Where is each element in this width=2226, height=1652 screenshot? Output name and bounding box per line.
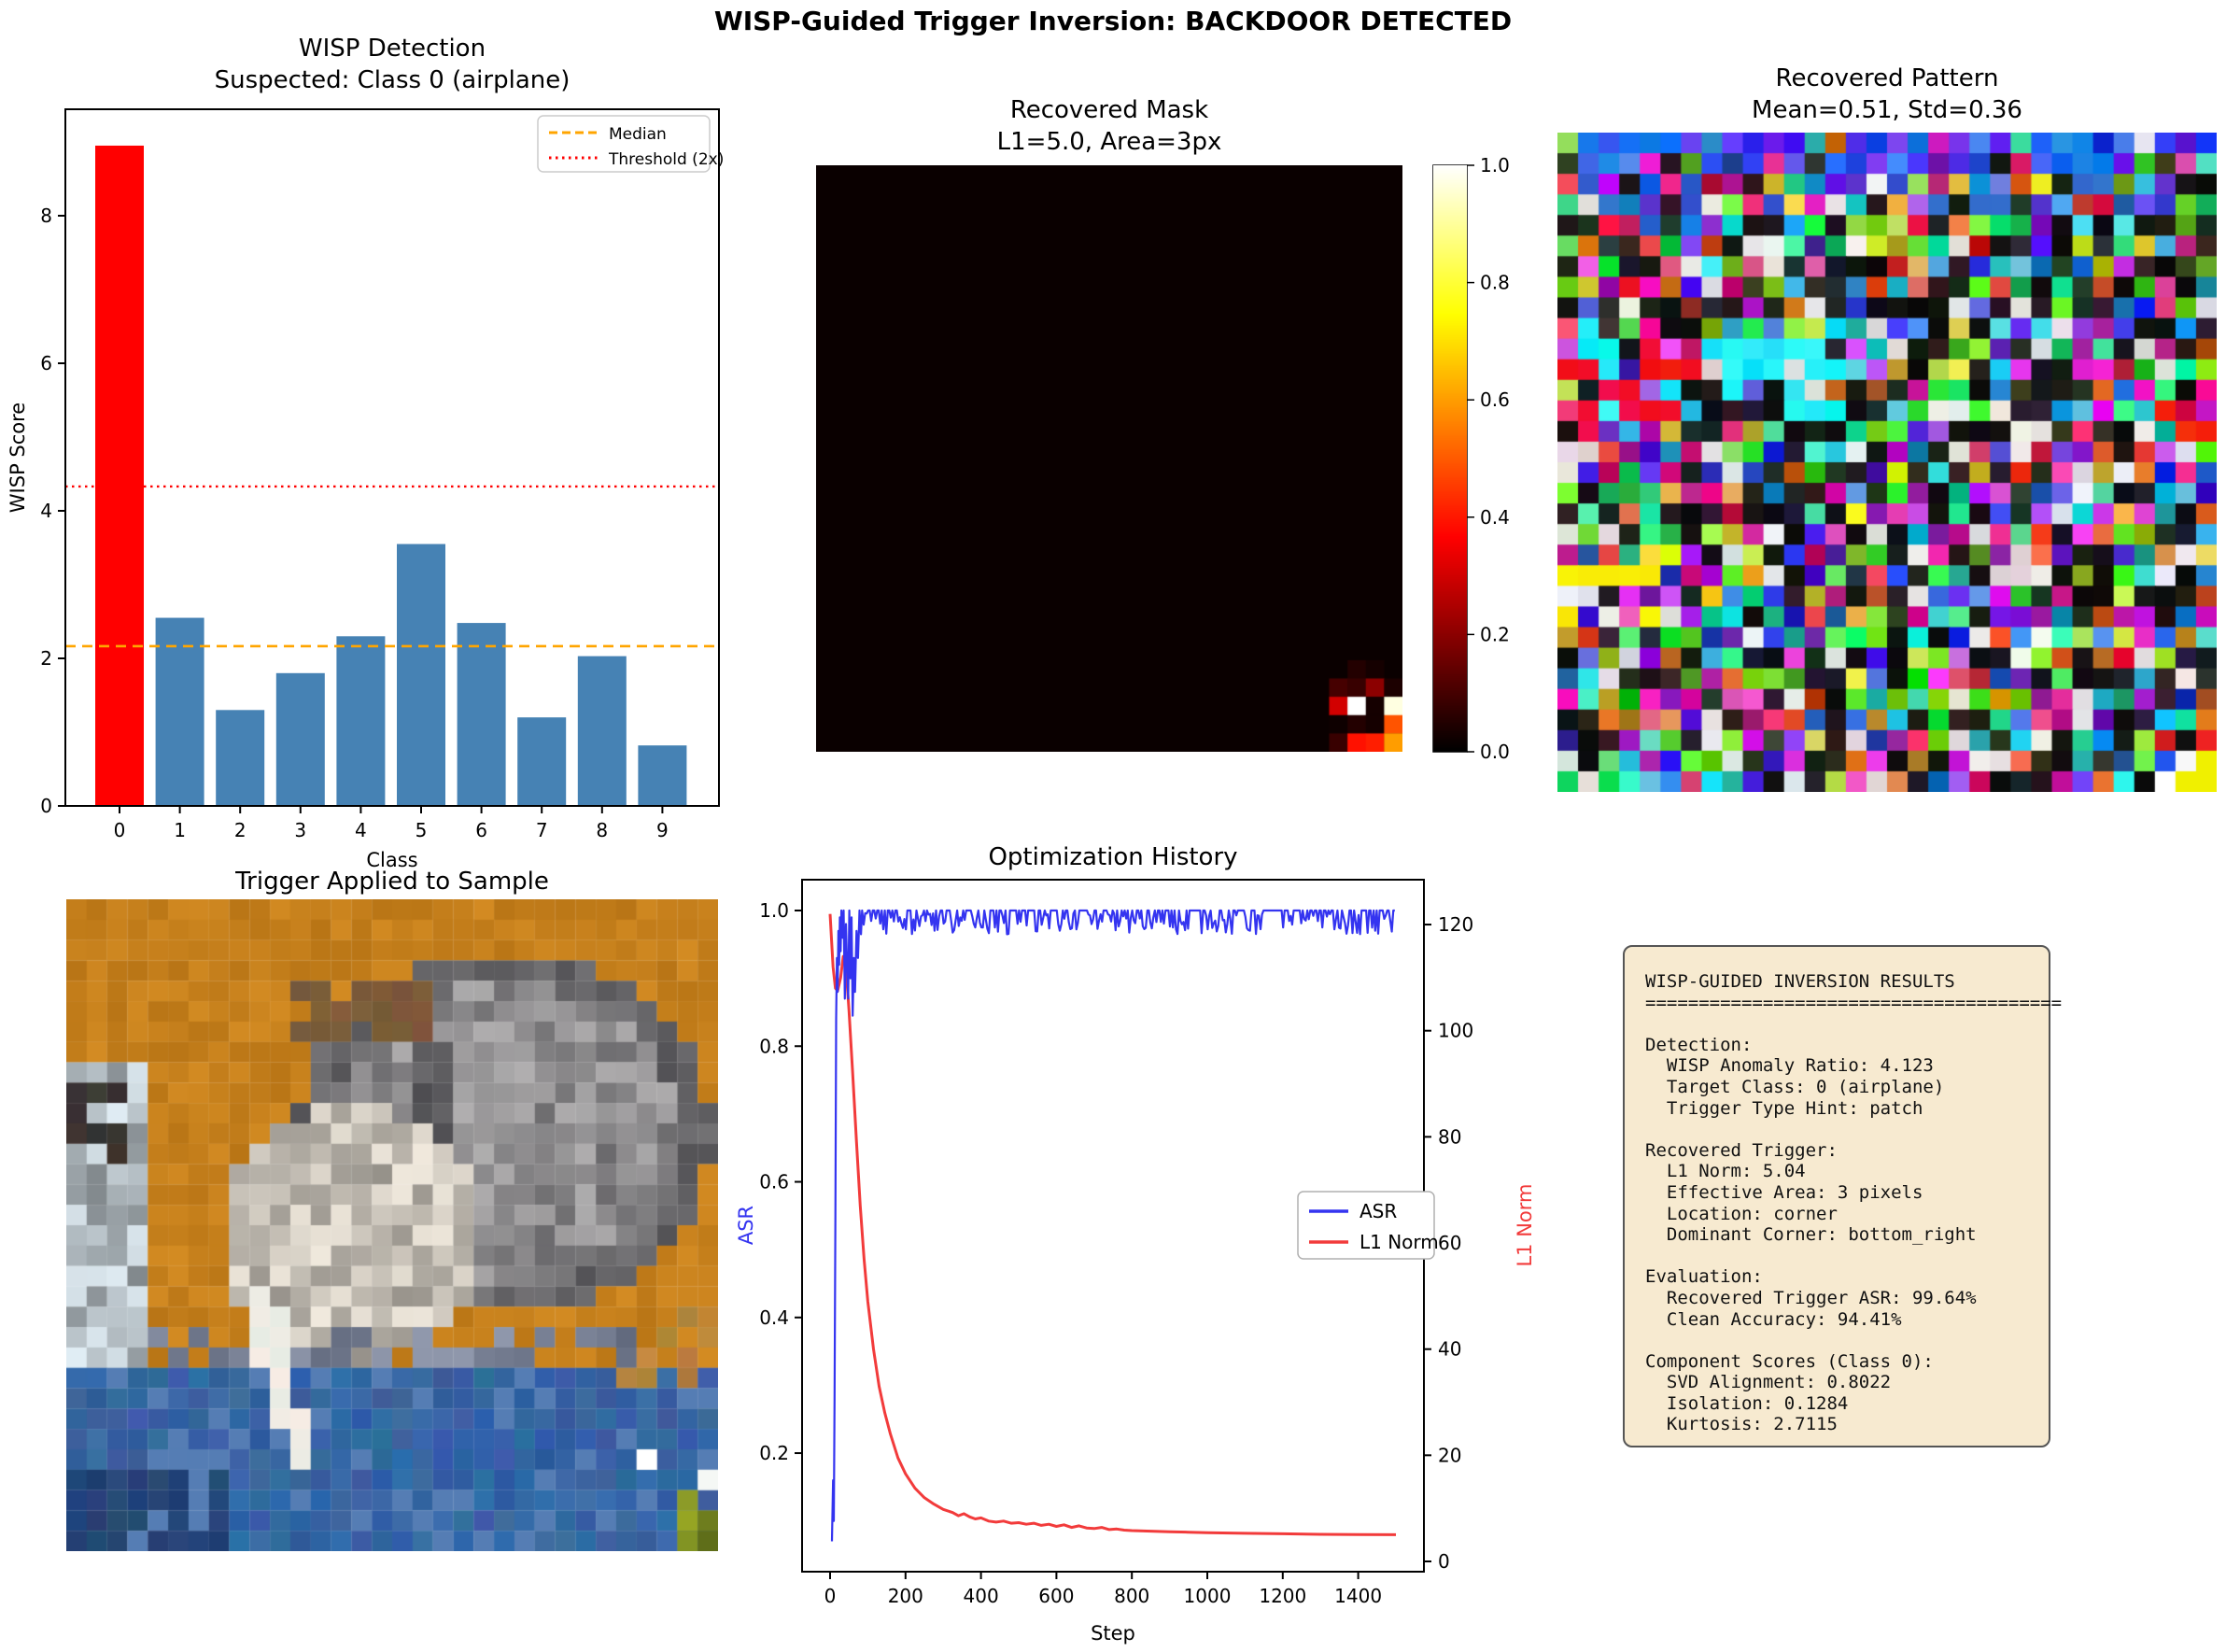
- svg-text:2: 2: [40, 647, 52, 670]
- svg-text:2: 2: [234, 819, 247, 841]
- results-line: Recovered Trigger ASR: 99.64%: [1645, 1287, 1977, 1308]
- svg-text:0.0: 0.0: [1480, 741, 1510, 763]
- svg-text:400: 400: [964, 1585, 999, 1607]
- results-line: Recovered Trigger:: [1645, 1139, 1838, 1161]
- svg-text:40: 40: [1438, 1338, 1461, 1361]
- svg-text:1: 1: [174, 819, 186, 841]
- bar-chart-title-line1: WISP Detection: [299, 35, 486, 63]
- mask-title-line2: L1=5.0, Area=3px: [997, 128, 1222, 156]
- svg-text:5: 5: [416, 819, 428, 841]
- svg-text:4: 4: [355, 819, 367, 841]
- pattern-title-line1: Recovered Pattern: [1776, 64, 1999, 92]
- results-text-box: WISP-GUIDED INVERSION RESULTS ===========…: [1623, 945, 2063, 1447]
- svg-text:0: 0: [824, 1585, 837, 1607]
- svg-text:0.2: 0.2: [759, 1442, 789, 1464]
- results-line: [1645, 1330, 2049, 1351]
- pattern-title-line2: Mean=0.51, Std=0.36: [1752, 96, 2022, 124]
- results-line: Clean Accuracy: 94.41%: [1645, 1308, 1902, 1330]
- svg-text:1400: 1400: [1334, 1585, 1382, 1607]
- optimization-left-ylabel: ASR: [735, 1206, 757, 1245]
- results-line: L1 Norm: 5.04: [1645, 1161, 1806, 1182]
- svg-text:3: 3: [294, 819, 306, 841]
- results-line: Isolation: 0.1284: [1645, 1392, 1849, 1414]
- svg-text:600: 600: [1038, 1585, 1074, 1607]
- svg-text:1000: 1000: [1184, 1585, 1232, 1607]
- results-line: Detection:: [1645, 1034, 1753, 1055]
- svg-text:0.8: 0.8: [1480, 272, 1510, 294]
- trigger-sample-image: [66, 899, 718, 1551]
- svg-text:20: 20: [1438, 1444, 1461, 1466]
- figure-suptitle: WISP-Guided Trigger Inversion: BACKDOOR …: [713, 6, 1513, 36]
- svg-text:120: 120: [1438, 913, 1473, 936]
- results-line: =======================================: [1645, 992, 2063, 1013]
- svg-text:80: 80: [1438, 1125, 1461, 1148]
- svg-text:0: 0: [114, 819, 126, 841]
- svg-text:1.0: 1.0: [759, 899, 789, 922]
- svg-text:6: 6: [40, 352, 52, 374]
- svg-text:1200: 1200: [1259, 1585, 1306, 1607]
- results-line: Target Class: 0 (airplane): [1645, 1076, 1945, 1097]
- bar-chart-title-line2: Suspected: Class 0 (airplane): [215, 66, 571, 94]
- mask-colorbar: [1433, 165, 1467, 752]
- svg-text:ASR: ASR: [1360, 1200, 1397, 1222]
- results-line: Trigger Type Hint: patch: [1645, 1097, 1923, 1119]
- svg-text:Median: Median: [609, 125, 667, 144]
- svg-text:200: 200: [888, 1585, 923, 1607]
- mask-title-line1: Recovered Mask: [1010, 96, 1208, 124]
- results-line: Evaluation:: [1645, 1266, 1763, 1288]
- svg-text:6: 6: [475, 819, 487, 841]
- svg-text:7: 7: [536, 819, 548, 841]
- svg-text:100: 100: [1438, 1020, 1473, 1042]
- results-line: Kurtosis: 2.7115: [1645, 1414, 1838, 1435]
- recovered-pattern-image: [1557, 133, 2217, 792]
- recovered-mask-image: [816, 165, 1402, 752]
- optimization-right-ylabel: L1 Norm: [1514, 1183, 1536, 1266]
- svg-text:0.2: 0.2: [1480, 623, 1510, 645]
- results-line: Effective Area: 3 pixels: [1645, 1181, 1923, 1203]
- bar-chart-xlabel: Class: [366, 849, 417, 871]
- svg-text:L1 Norm: L1 Norm: [1360, 1231, 1439, 1253]
- svg-text:8: 8: [596, 819, 608, 841]
- svg-text:0.6: 0.6: [759, 1171, 789, 1193]
- results-line: [1645, 1119, 2049, 1140]
- svg-text:0: 0: [40, 795, 52, 817]
- svg-text:9: 9: [656, 819, 669, 841]
- svg-text:0.6: 0.6: [1480, 388, 1510, 411]
- svg-text:8: 8: [40, 205, 52, 227]
- results-line: SVD Alignment: 0.8022: [1645, 1372, 1892, 1393]
- svg-text:800: 800: [1114, 1585, 1149, 1607]
- svg-text:4: 4: [40, 500, 52, 522]
- results-title-line: WISP-GUIDED INVERSION RESULTS: [1645, 971, 1955, 992]
- svg-text:1.0: 1.0: [1480, 154, 1510, 176]
- results-line: [1645, 1246, 2049, 1267]
- svg-text:0.8: 0.8: [759, 1035, 789, 1057]
- svg-text:60: 60: [1438, 1232, 1461, 1254]
- optimization-title: Optimization History: [988, 843, 1237, 871]
- svg-text:Threshold (2x): Threshold (2x): [608, 150, 724, 169]
- bar-chart-ylabel: WISP Score: [7, 402, 29, 513]
- results-line: Location: corner: [1645, 1203, 1838, 1224]
- sample-title: Trigger Applied to Sample: [234, 868, 549, 896]
- svg-text:0: 0: [1438, 1550, 1450, 1573]
- results-line: Dominant Corner: bottom_right: [1645, 1224, 1977, 1246]
- results-line: Component Scores (Class 0):: [1645, 1350, 1934, 1372]
- svg-text:0.4: 0.4: [759, 1306, 789, 1329]
- results-line: [1645, 1013, 2049, 1035]
- results-line: WISP Anomaly Ratio: 4.123: [1645, 1055, 1934, 1077]
- svg-text:0.4: 0.4: [1480, 506, 1510, 529]
- optimization-xlabel: Step: [1091, 1622, 1135, 1645]
